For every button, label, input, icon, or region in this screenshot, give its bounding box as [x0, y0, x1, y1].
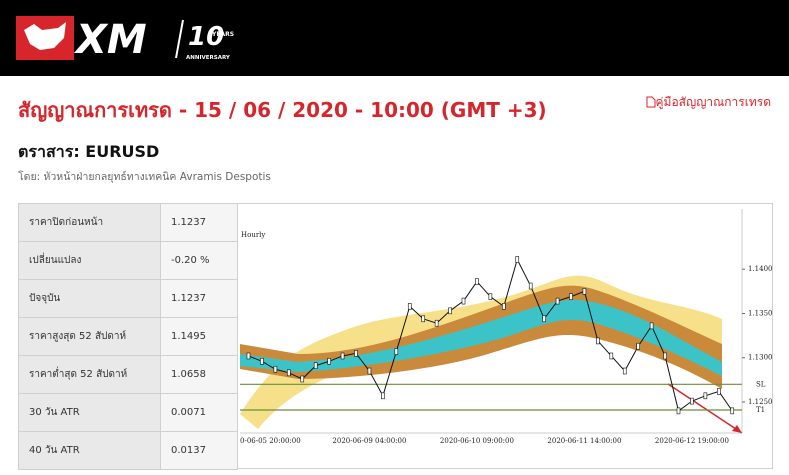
- header-bar: XM 10 YEARS ANNIVERSARY: [0, 0, 789, 76]
- price-bar: [434, 319, 439, 327]
- price-bar: [381, 392, 385, 400]
- table-row: ปัจจุบัน 1.1237: [18, 279, 238, 318]
- author: โดย: หัวหน้าฝ่ายกลยุทธ์ทางเทคนิค Avramis…: [18, 171, 271, 183]
- stat-value: 0.0137: [160, 431, 238, 470]
- stat-label: ราคาสูงสุด 52 สัปดาห์: [18, 317, 161, 356]
- badge-top: YEARS: [211, 31, 234, 38]
- x-tick-label: 2020-06-09 04:00:00: [332, 437, 406, 445]
- price-bar: [461, 297, 466, 305]
- price-bar: [287, 369, 291, 377]
- price-bar: [502, 303, 506, 310]
- page-title: สัญญาณการเทรด - 15 / 06 / 2020 - 10:00 (…: [18, 98, 547, 122]
- stat-label: 40 วัน ATR: [18, 431, 161, 470]
- price-bar: [609, 352, 614, 360]
- price-bar: [421, 315, 425, 323]
- instrument: ตราสาร: EURUSD: [18, 142, 160, 161]
- x-tick-label: 2020-06-12 19:00:00: [655, 437, 729, 445]
- price-bar: [622, 367, 627, 375]
- price-bar: [300, 375, 305, 383]
- table-row: ราคาสูงสุด 52 สัปดาห์ 1.1495: [18, 317, 238, 356]
- price-bar: [569, 293, 573, 300]
- stat-label: ราคาต่ำสุด 52 สัปดาห์: [18, 355, 161, 394]
- price-bar: [555, 297, 560, 305]
- chart-title: Hourly: [241, 231, 265, 239]
- price-bar: [690, 397, 694, 405]
- level-label: SL: [756, 380, 766, 388]
- price-bar: [475, 278, 479, 285]
- guide-link[interactable]: คู่มือสัญญาณการเทรด: [646, 93, 772, 112]
- table-row: เปลี่ยนแปลง -0.20 %: [18, 241, 238, 280]
- table-row: 30 วัน ATR 0.0071: [18, 393, 238, 432]
- price-bar: [407, 303, 412, 310]
- table-row: ราคาปิดก่อนหน้า 1.1237: [18, 203, 238, 242]
- stat-value: 1.1237: [160, 203, 238, 242]
- stat-value: 1.0658: [160, 355, 238, 394]
- stats-table: ราคาปิดก่อนหน้า 1.1237 เปลี่ยนแปลง -0.20 % ป…: [18, 203, 238, 470]
- band-inner: [240, 299, 722, 376]
- price-bar: [354, 350, 358, 357]
- price-bar: [327, 357, 331, 365]
- logo-text: XM: [73, 17, 147, 63]
- arrow-head: [732, 425, 742, 433]
- y-tick-label: 1.1400: [748, 265, 773, 273]
- price-bar: [313, 362, 318, 370]
- price-bar: [676, 407, 681, 415]
- price-bar: [636, 342, 640, 350]
- logo[interactable]: XM 10 YEARS ANNIVERSARY: [0, 0, 260, 76]
- stat-value: 1.1495: [160, 317, 238, 356]
- stat-value: 1.1237: [160, 279, 238, 318]
- badge-number: 10: [188, 22, 224, 52]
- stat-label: 30 วัน ATR: [18, 393, 161, 432]
- stat-value: 0.0071: [160, 393, 238, 432]
- badge-bottom: ANNIVERSARY: [186, 55, 231, 61]
- price-bar: [260, 357, 264, 365]
- table-row: 40 วัน ATR 0.0137: [18, 431, 238, 470]
- price-bar: [717, 388, 721, 395]
- pdf-icon: [646, 96, 655, 108]
- price-bar: [542, 315, 546, 323]
- x-tick-label: 0-06-05 20:00:00: [240, 437, 301, 445]
- y-tick-label: 1.1300: [748, 354, 773, 362]
- price-bar: [596, 337, 600, 345]
- price-bar: [582, 288, 587, 295]
- stat-value: -0.20 %: [160, 241, 238, 280]
- price-bar: [528, 282, 533, 290]
- price-bar: [649, 322, 654, 330]
- price-bar: [515, 256, 520, 263]
- y-tick-label: 1.1350: [748, 309, 773, 317]
- price-bar: [394, 348, 399, 355]
- stat-label: ปัจจุบัน: [18, 279, 161, 318]
- x-tick-label: 2020-06-10 09:00:00: [440, 437, 514, 445]
- price-bar: [448, 307, 452, 315]
- price-bar: [663, 352, 667, 360]
- stat-label: เปลี่ยนแปลง: [18, 241, 161, 280]
- price-bar: [367, 367, 372, 375]
- price-bar: [703, 392, 708, 400]
- price-bar: [246, 352, 251, 360]
- price-bar: [340, 352, 345, 360]
- level-label: T1: [756, 406, 765, 414]
- x-tick-label: 2020-06-11 14:00:00: [547, 437, 621, 445]
- price-bar: [488, 293, 493, 300]
- stat-label: ราคาปิดก่อนหน้า: [18, 203, 161, 242]
- guide-text[interactable]: คู่มือสัญญาณการเทรด: [655, 95, 772, 109]
- forecast-arrow: [667, 383, 743, 434]
- table-row: ราคาต่ำสุด 52 สัปดาห์ 1.0658: [18, 355, 238, 394]
- price-bar: [273, 365, 278, 373]
- y-tick-label: 1.1250: [748, 398, 773, 406]
- chart: Hourly 1.1250 1.1300 1.1350 1.1400 SL T1 0-06-0…: [237, 203, 773, 469]
- price-bar: [730, 407, 735, 415]
